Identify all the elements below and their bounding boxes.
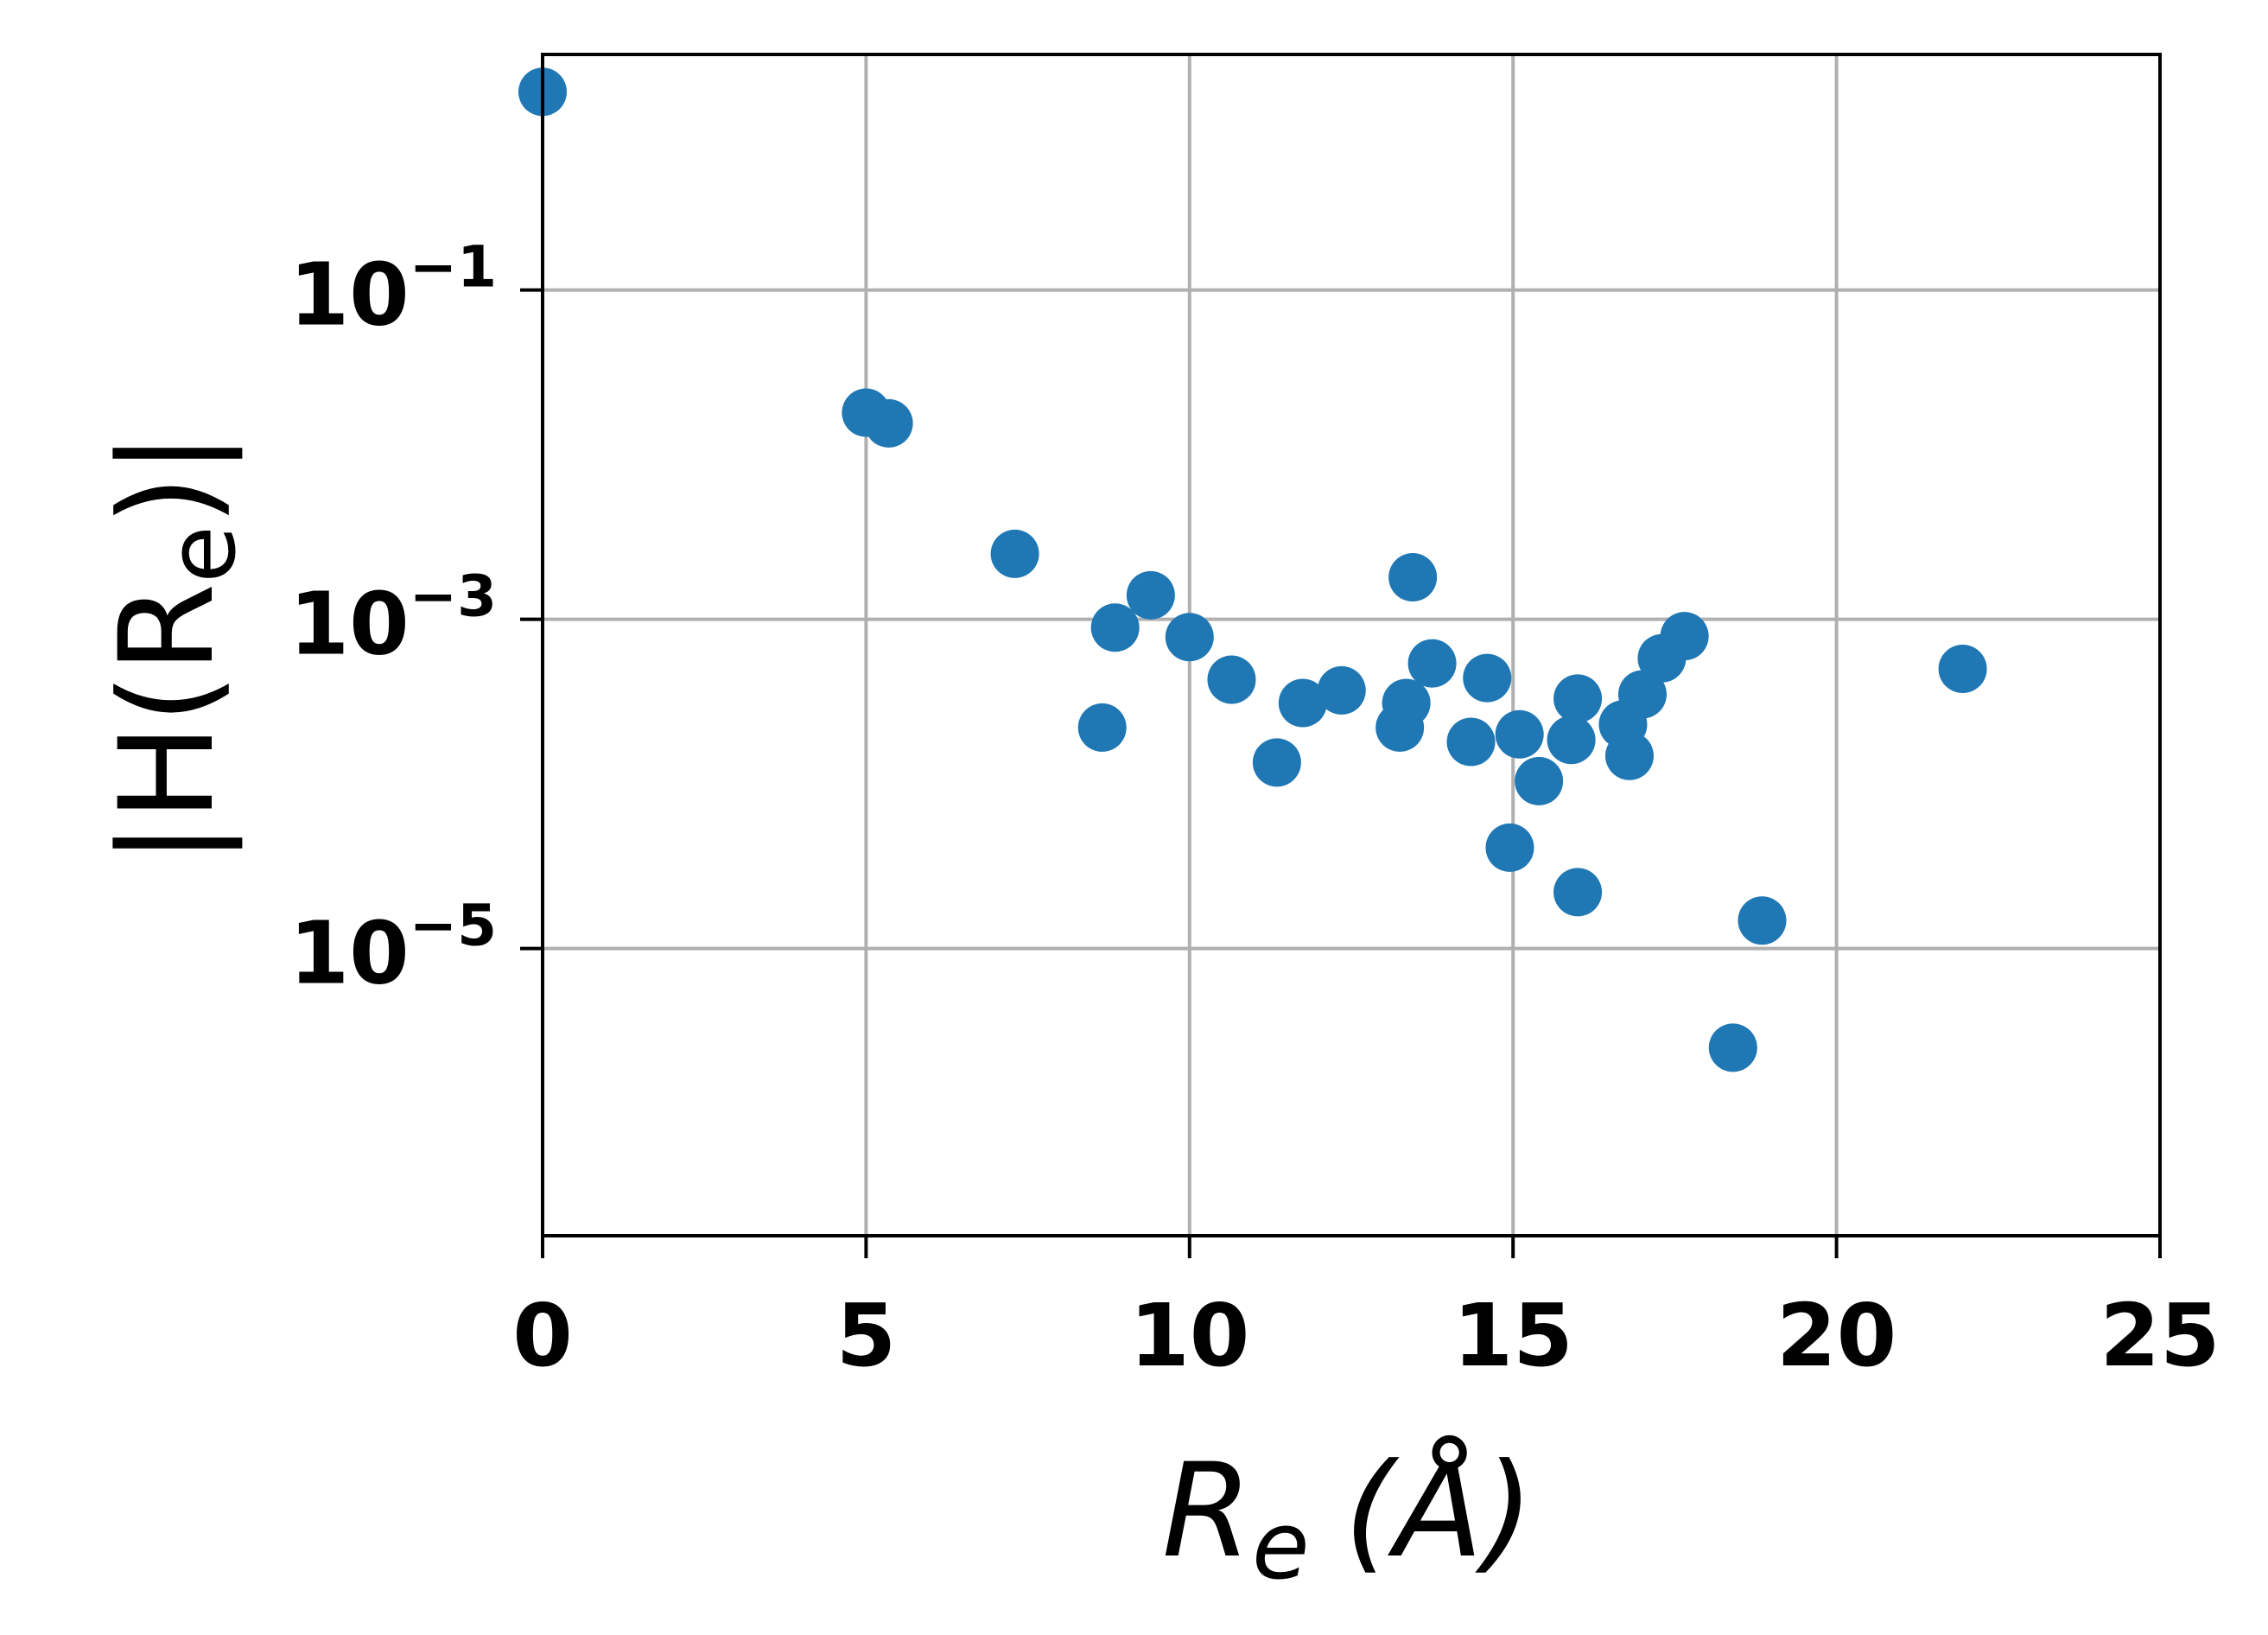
data-point <box>1382 678 1431 728</box>
data-point <box>1252 738 1301 787</box>
data-point <box>1463 653 1512 703</box>
data-point <box>864 398 913 448</box>
data-point <box>1485 823 1534 872</box>
data-point <box>1165 613 1214 662</box>
x-tick-label: 25 <box>2100 1285 2220 1386</box>
y-axis-ticks: 10−1 10−3 10−5 <box>289 234 543 1004</box>
x-tick-label: 20 <box>1776 1285 1896 1386</box>
data-point <box>1407 639 1457 688</box>
data-point <box>1446 717 1496 767</box>
data-point <box>1938 644 1987 693</box>
data-point <box>1604 731 1654 780</box>
data-point <box>1207 655 1256 704</box>
data-point <box>1708 1023 1757 1072</box>
x-tick-label: 0 <box>512 1285 573 1386</box>
data-point <box>990 529 1039 578</box>
data-point <box>1495 709 1544 759</box>
y-axis-label: |H(Re)| <box>92 431 257 865</box>
grid <box>541 54 2162 1236</box>
x-tick-label: 10 <box>1129 1285 1249 1386</box>
data-point <box>1278 678 1327 728</box>
data-point <box>1738 896 1787 945</box>
y-tick-label: 10−5 <box>289 893 497 1004</box>
plot-frame <box>541 53 2162 1237</box>
data-point <box>1090 603 1140 652</box>
data-point <box>1126 570 1175 620</box>
data-point <box>1553 868 1603 917</box>
data-point <box>1515 756 1564 805</box>
y-tick-label: 10−3 <box>289 563 497 675</box>
data-point <box>1547 716 1596 765</box>
data-points <box>518 67 1987 1072</box>
x-tick-label: 5 <box>836 1285 897 1386</box>
x-tick-label: 15 <box>1453 1285 1573 1386</box>
data-point <box>1617 670 1667 719</box>
x-axis-ticks: 0 5 10 15 20 25 <box>512 1236 2220 1386</box>
x-axis-label: Re (Å) <box>1162 1435 1534 1600</box>
data-point <box>1388 553 1438 602</box>
y-tick-label: 10−1 <box>289 234 497 346</box>
data-point <box>1553 674 1603 723</box>
data-point <box>1077 703 1127 752</box>
data-point <box>1660 612 1709 661</box>
data-point <box>1317 665 1366 715</box>
